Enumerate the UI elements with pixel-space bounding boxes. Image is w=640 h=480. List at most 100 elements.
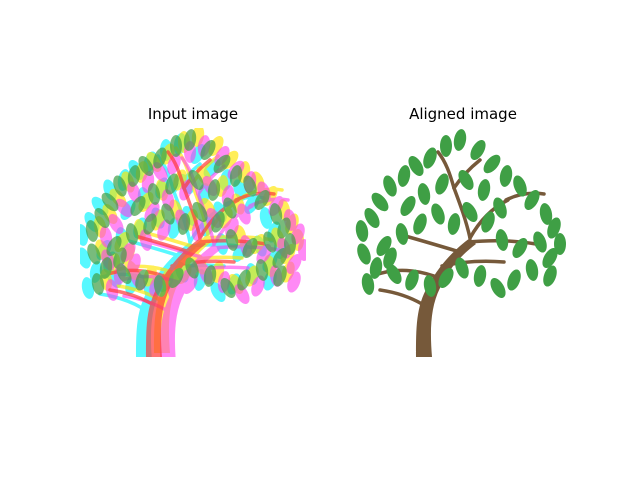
tree-leaf (200, 140, 216, 160)
tree-branch (170, 259, 236, 268)
tree-leaf (101, 192, 119, 212)
tree-leaf (192, 202, 208, 222)
tree-leaf (473, 265, 487, 287)
tree-leaf (237, 203, 251, 225)
tree-leaf (125, 223, 139, 245)
tree-leaf (85, 220, 99, 242)
tree-leaf (369, 257, 383, 279)
tree-branch (440, 259, 506, 268)
tree-leaf (143, 213, 157, 235)
tree-leaf (165, 173, 179, 195)
tree-leaf (229, 165, 243, 187)
tree-leaf (438, 268, 454, 288)
tree-leaf (87, 243, 101, 265)
tree-leaf (547, 217, 561, 239)
tree-leaf (423, 147, 437, 169)
tree-leaf (203, 265, 217, 287)
tree-leaf (417, 183, 431, 205)
tree-leaf (153, 147, 167, 169)
tree-leaf (94, 208, 110, 228)
tree-leaf (161, 203, 175, 225)
tree-leaf (400, 196, 416, 216)
tree-leaf (383, 247, 397, 269)
tree-leaf (455, 257, 469, 279)
tree-leaf (286, 254, 302, 274)
tree-leaf (237, 269, 251, 291)
tree-branch (98, 292, 144, 310)
tree-leaf (513, 175, 527, 197)
tree-leaf (507, 269, 521, 291)
tree-leaf (251, 275, 265, 297)
tree-leaf (462, 202, 478, 222)
tree-leaf (255, 259, 269, 281)
tree-leaf (130, 196, 146, 216)
tree-leaf (371, 192, 389, 212)
tree-leaf (277, 217, 291, 239)
tree-leaf (405, 269, 419, 291)
tree-branch (436, 150, 456, 190)
tree-leaf (364, 208, 380, 228)
tree-leaf (213, 154, 231, 174)
tree-leaf (108, 214, 124, 234)
tree-leaf (223, 197, 237, 219)
tree-leaf (499, 165, 513, 187)
tree-leaf (207, 179, 221, 201)
tree-leaf (113, 175, 127, 197)
tree-leaf (539, 203, 553, 225)
tree-leaf (477, 179, 491, 201)
tree-leaf (440, 135, 452, 157)
tree-leaf (188, 170, 204, 190)
tree-leaf (80, 247, 91, 269)
tree-branch (108, 288, 154, 306)
tree-leaf (543, 265, 557, 287)
tree-branch (166, 150, 186, 190)
tree-leaf (355, 220, 369, 242)
input-tree-image (80, 128, 306, 357)
tree-leaf (423, 275, 437, 297)
tree-leaf (495, 229, 509, 251)
aligned-tree-image (355, 129, 566, 357)
tree-leaf (99, 257, 113, 279)
input-image-title: Input image (147, 105, 239, 123)
tree-leaf (99, 226, 113, 248)
tree-leaf (470, 140, 486, 160)
tree-leaf (116, 264, 132, 284)
tree-branch (182, 186, 202, 240)
tree-leaf (453, 129, 467, 151)
tree-leaf (183, 129, 197, 151)
tree-leaf (157, 219, 171, 241)
tree-leaf (127, 165, 141, 187)
tree-leaf (138, 156, 154, 176)
tree-leaf (357, 243, 371, 265)
tree-trunk (160, 244, 220, 357)
tree-trunk (146, 238, 206, 357)
tree-leaf (408, 156, 424, 176)
tree-leaf (284, 233, 296, 255)
tree-leaf (91, 273, 105, 295)
tree-leaf (127, 181, 141, 203)
tree-leaf (242, 238, 258, 258)
tree-branch (378, 288, 424, 306)
tree-leaf (386, 264, 402, 284)
tree-leaf (397, 165, 411, 187)
tree-leaf (447, 213, 461, 235)
tree-leaf (483, 154, 501, 174)
tree-leaf (361, 273, 375, 295)
aligned-image-title: Aligned image (409, 105, 517, 123)
tree-leaf (481, 211, 495, 233)
tree-leaf (431, 203, 445, 225)
tree-leaf (147, 183, 161, 205)
tree-leaf (273, 265, 287, 287)
tree-leaf (287, 271, 301, 293)
tree-leaf (269, 203, 283, 225)
tree-leaf (170, 135, 182, 157)
tree-leaf (272, 248, 288, 268)
tree-leaf (220, 278, 236, 298)
tree-leaf (458, 170, 474, 190)
tree-leaf (135, 269, 149, 291)
tree-trunk (416, 238, 476, 357)
tree-leaf (185, 257, 199, 279)
tree-leaf (182, 274, 198, 294)
tree-leaf (81, 277, 95, 299)
tree-leaf (153, 275, 167, 297)
